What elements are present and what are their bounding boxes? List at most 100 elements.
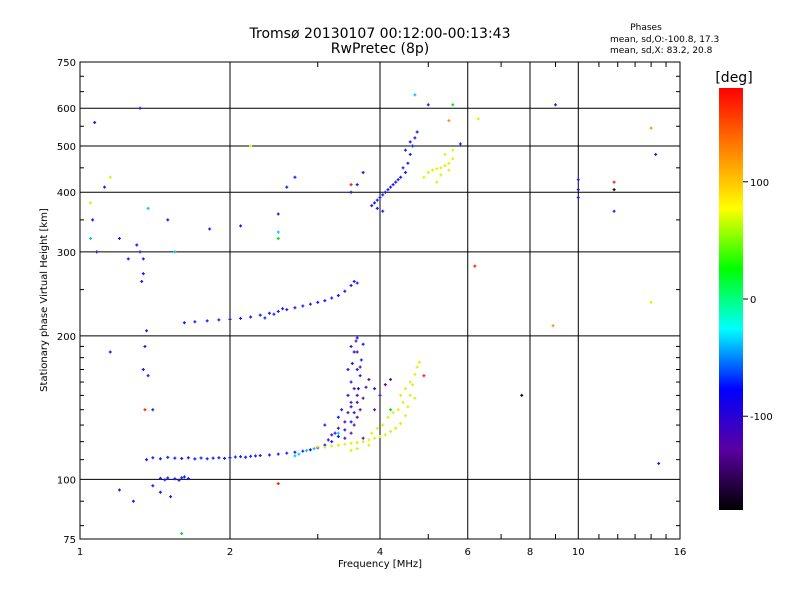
data-point (361, 170, 365, 174)
data-point (330, 296, 334, 300)
data-point (145, 458, 149, 462)
y-tick-label: 200 (57, 332, 76, 343)
data-point (354, 339, 358, 343)
data-point (312, 447, 316, 451)
x-tick-label: 1 (77, 547, 83, 558)
data-point (612, 188, 616, 192)
data-point (126, 257, 130, 261)
data-point (276, 236, 280, 240)
data-point (272, 312, 276, 316)
data-point (293, 450, 297, 454)
phases-mean-x: mean, sd,X: 83.2, 20.8 (610, 46, 713, 56)
data-point (361, 440, 365, 444)
data-point (117, 236, 121, 240)
data-point (141, 367, 145, 371)
data-point (281, 307, 285, 311)
data-point (301, 449, 305, 453)
data-point (163, 478, 167, 482)
data-point (349, 431, 353, 435)
colorbar-tick-label: 100 (750, 178, 769, 189)
data-point (358, 365, 362, 369)
data-point (422, 175, 426, 179)
data-point (378, 435, 382, 439)
data-point (193, 320, 197, 324)
data-point (417, 360, 421, 364)
data-point (249, 454, 253, 458)
data-point (406, 161, 410, 165)
data-point (415, 365, 419, 369)
data-point (657, 461, 661, 465)
data-point (352, 387, 356, 391)
data-point (373, 436, 377, 440)
data-point (336, 293, 340, 297)
data-point (375, 206, 379, 210)
data-point (411, 383, 415, 387)
data-point (396, 178, 400, 182)
data-point (443, 164, 447, 168)
data-point (158, 476, 162, 480)
data-point (117, 488, 121, 492)
data-point (349, 183, 353, 187)
data-point (447, 161, 451, 165)
data-point (173, 250, 177, 254)
data-point (367, 377, 371, 381)
x-tick-label: 6 (465, 547, 471, 558)
data-point (451, 157, 455, 161)
data-point (182, 475, 186, 479)
colorbar (719, 88, 743, 510)
data-point (355, 447, 359, 451)
data-point (217, 318, 221, 322)
y-tick-label: 500 (57, 142, 76, 153)
phases-title: Phases (630, 23, 662, 33)
data-point (383, 433, 387, 437)
data-point (406, 405, 410, 409)
x-tick-label: 16 (674, 547, 687, 558)
data-point (103, 185, 107, 189)
data-point (435, 167, 439, 171)
data-point (131, 499, 135, 503)
data-point (233, 455, 237, 459)
data-point (381, 423, 385, 427)
data-point (403, 148, 407, 152)
data-point (169, 495, 173, 499)
data-point (408, 152, 412, 156)
x-axis-ticks: 1 2 4 6 8 10 16 (77, 547, 687, 558)
data-point (293, 454, 297, 458)
y-tick-label: 400 (57, 188, 76, 199)
data-point (520, 393, 524, 397)
data-point (239, 455, 243, 459)
data-point (308, 302, 312, 306)
data-point (151, 484, 155, 488)
data-point (349, 190, 353, 194)
data-point (336, 443, 340, 447)
data-point (336, 435, 340, 439)
data-point (180, 476, 184, 480)
data-point (316, 445, 320, 449)
data-point (343, 289, 347, 293)
data-point (373, 387, 377, 391)
data-point (439, 166, 443, 170)
data-point (228, 317, 232, 321)
data-point (386, 415, 390, 419)
data-point (389, 185, 393, 189)
data-point (426, 170, 430, 174)
data-point (276, 452, 280, 456)
data-point (89, 201, 93, 205)
data-point (305, 448, 309, 452)
data-point (458, 142, 462, 146)
data-point (389, 408, 393, 412)
data-point (396, 408, 400, 412)
data-point (426, 103, 430, 107)
data-point (355, 415, 359, 419)
data-point (223, 456, 227, 460)
data-point (91, 218, 95, 222)
data-point (205, 457, 209, 461)
y-axis-label: Stationary phase Virtual Height [km] (39, 208, 50, 392)
data-point (359, 358, 363, 362)
data-point (244, 455, 248, 459)
colorbar-ticks: 100 0 -100 (743, 178, 773, 423)
data-point (411, 144, 415, 148)
data-point (451, 148, 455, 152)
data-point (413, 372, 417, 376)
data-point (349, 344, 353, 348)
